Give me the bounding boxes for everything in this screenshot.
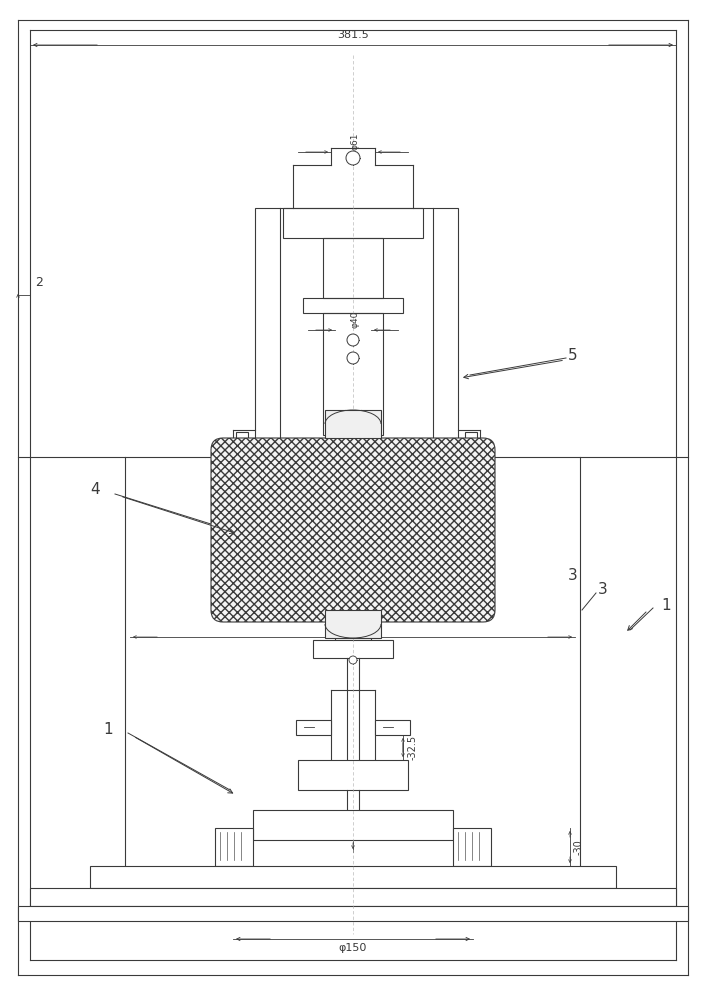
Text: 1: 1 xyxy=(662,597,671,612)
Text: 3: 3 xyxy=(598,582,608,597)
Bar xyxy=(255,208,458,445)
Text: 1: 1 xyxy=(103,722,113,738)
FancyBboxPatch shape xyxy=(211,438,495,622)
Bar xyxy=(465,432,477,442)
Circle shape xyxy=(346,151,360,165)
Bar xyxy=(453,828,491,866)
Bar xyxy=(90,866,616,888)
Text: -30: -30 xyxy=(574,839,584,855)
Bar xyxy=(325,410,381,438)
Bar xyxy=(236,432,248,442)
Circle shape xyxy=(347,352,359,364)
Text: 381.5: 381.5 xyxy=(337,30,369,40)
Text: -32.5: -32.5 xyxy=(408,734,418,760)
Bar xyxy=(323,238,383,298)
Text: φ61: φ61 xyxy=(350,132,359,150)
Bar xyxy=(18,906,688,921)
Circle shape xyxy=(347,334,359,346)
Bar xyxy=(215,828,253,866)
Text: φ40: φ40 xyxy=(350,311,359,328)
Bar xyxy=(313,640,393,658)
Bar xyxy=(375,720,410,735)
Bar xyxy=(298,760,408,790)
Text: 4: 4 xyxy=(90,483,100,497)
Bar xyxy=(325,610,381,638)
Bar xyxy=(30,888,676,906)
Text: 5: 5 xyxy=(568,348,578,362)
Bar xyxy=(296,720,331,735)
Text: 3: 3 xyxy=(568,568,578,582)
Bar xyxy=(303,298,403,313)
Bar xyxy=(323,313,383,435)
Circle shape xyxy=(349,656,357,664)
Bar xyxy=(335,615,371,640)
Bar xyxy=(253,810,453,840)
Text: 2: 2 xyxy=(35,276,43,290)
Text: φ150: φ150 xyxy=(339,943,367,953)
Bar xyxy=(283,208,423,238)
